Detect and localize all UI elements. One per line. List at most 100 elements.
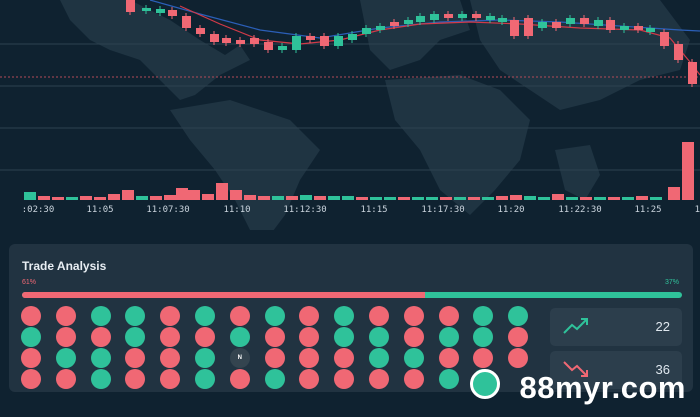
- candle-body: [674, 44, 683, 60]
- buy-trade-dot: [473, 306, 494, 326]
- candle-body: [196, 28, 205, 34]
- candle-body: [390, 22, 399, 26]
- watermark-ring: [470, 369, 500, 399]
- volume-bar: [636, 196, 648, 200]
- sell-trade-dot: [229, 306, 250, 326]
- candle-body: [552, 22, 561, 28]
- candle-body: [320, 36, 329, 46]
- time-label: 11:20: [497, 205, 525, 215]
- candle-body: [688, 62, 697, 84]
- candle-body: [538, 22, 547, 28]
- sell-trade-dot: [160, 348, 181, 368]
- up-count: 22: [655, 319, 670, 334]
- candle-body: [660, 32, 669, 46]
- sell-trade-dot: [125, 348, 146, 368]
- volume-bar: [496, 196, 508, 200]
- time-label: 11:15: [360, 205, 388, 215]
- sell-trade-dot: [438, 348, 459, 368]
- sell-trade-dot: [264, 348, 285, 368]
- time-label: 11: [694, 205, 700, 215]
- volume-bar: [538, 197, 550, 200]
- volume-bar: [108, 194, 120, 200]
- down-count: 36: [655, 362, 670, 377]
- sell-trade-dot: [403, 327, 424, 347]
- price-chart: [0, 0, 700, 230]
- time-label: 11:17:30: [421, 205, 465, 215]
- candle-body: [278, 46, 287, 50]
- volume-bar: [122, 190, 134, 200]
- candle-body: [566, 18, 575, 24]
- buy-trade-dot: [369, 348, 389, 368]
- volume-bar: [150, 196, 162, 200]
- sell-trade-dot: [55, 369, 76, 389]
- sell-trade-dot: [438, 306, 459, 326]
- candle-body: [182, 16, 191, 28]
- buy-trade-dot: [90, 369, 111, 389]
- sell-trade-dot: [55, 306, 76, 326]
- volume-bar: [272, 196, 284, 200]
- candle-body: [594, 20, 603, 26]
- buy-trade-dot: [473, 327, 494, 347]
- sell-trade-dot: [160, 327, 181, 347]
- candle-body: [264, 42, 273, 50]
- volume-bar: [188, 190, 200, 200]
- candle-body: [156, 9, 165, 13]
- sell-trade-dot: [160, 306, 181, 326]
- candle-body: [510, 20, 519, 36]
- volume-bar: [202, 194, 214, 200]
- buy-trade-dot: [55, 348, 76, 368]
- trade-analysis-panel: Trade Analysis 61% 37% N 22 36: [9, 244, 693, 392]
- buy-trade-dot: [125, 327, 146, 347]
- volume-bar: [398, 197, 410, 200]
- buy-trade-dot: [508, 306, 529, 326]
- volume-bar: [668, 187, 680, 200]
- buy-trade-dot: [334, 306, 355, 326]
- candle-body: [348, 34, 357, 40]
- sell-trade-dot: [334, 369, 355, 389]
- volume-bar: [454, 197, 466, 200]
- sell-trade-dot: [299, 306, 320, 326]
- time-label: :02:30: [21, 205, 55, 215]
- candle-body: [524, 18, 533, 36]
- buy-trade-dot: [403, 348, 424, 368]
- candle-body: [250, 38, 259, 44]
- sell-trade-dot: [508, 327, 529, 347]
- volume-bar: [244, 195, 256, 200]
- sell-percentage: 61%: [22, 279, 37, 286]
- up-trades-card: 22: [550, 308, 682, 346]
- buy-trade-dot: [369, 327, 389, 347]
- volume-bar: [524, 196, 536, 200]
- sell-trade-dot: [264, 327, 285, 347]
- buy-trade-dot: [334, 327, 355, 347]
- volume-bar: [552, 194, 564, 200]
- candle-body: [498, 18, 507, 22]
- sell-trade-dot: [369, 306, 389, 326]
- grid-lines: [0, 43, 700, 171]
- volume-bar: [426, 197, 438, 200]
- candle-body: [334, 36, 343, 46]
- volume-bar: [164, 195, 176, 200]
- buy-trade-dot: [90, 306, 111, 326]
- candle-body: [306, 36, 315, 40]
- candle-body: [444, 14, 453, 18]
- buy-sell-ratio-bar: [22, 292, 682, 298]
- world-map-background: [60, 0, 690, 230]
- candle-body: [362, 28, 371, 34]
- volume-bar: [440, 197, 452, 200]
- sell-trade-dot: [55, 327, 76, 347]
- buy-trade-dot: [438, 327, 459, 347]
- time-axis: :02:30 11:05 11:07:30 11:10 11:12:30 11:…: [0, 205, 700, 221]
- candle-body: [404, 20, 413, 24]
- sell-trade-dot: [299, 369, 320, 389]
- sell-trade-dot: [21, 306, 41, 326]
- volume-bar: [356, 197, 368, 200]
- candle-body: [142, 8, 151, 11]
- trade-dot-grid: N: [21, 306, 541, 390]
- watermark: 88myr.com: [519, 370, 686, 405]
- candle-body: [292, 36, 301, 50]
- volume-bar: [216, 183, 228, 200]
- volume-bar: [136, 196, 148, 200]
- volume-bar: [286, 196, 298, 200]
- candle-body: [458, 14, 467, 18]
- volume-bar: [52, 197, 64, 200]
